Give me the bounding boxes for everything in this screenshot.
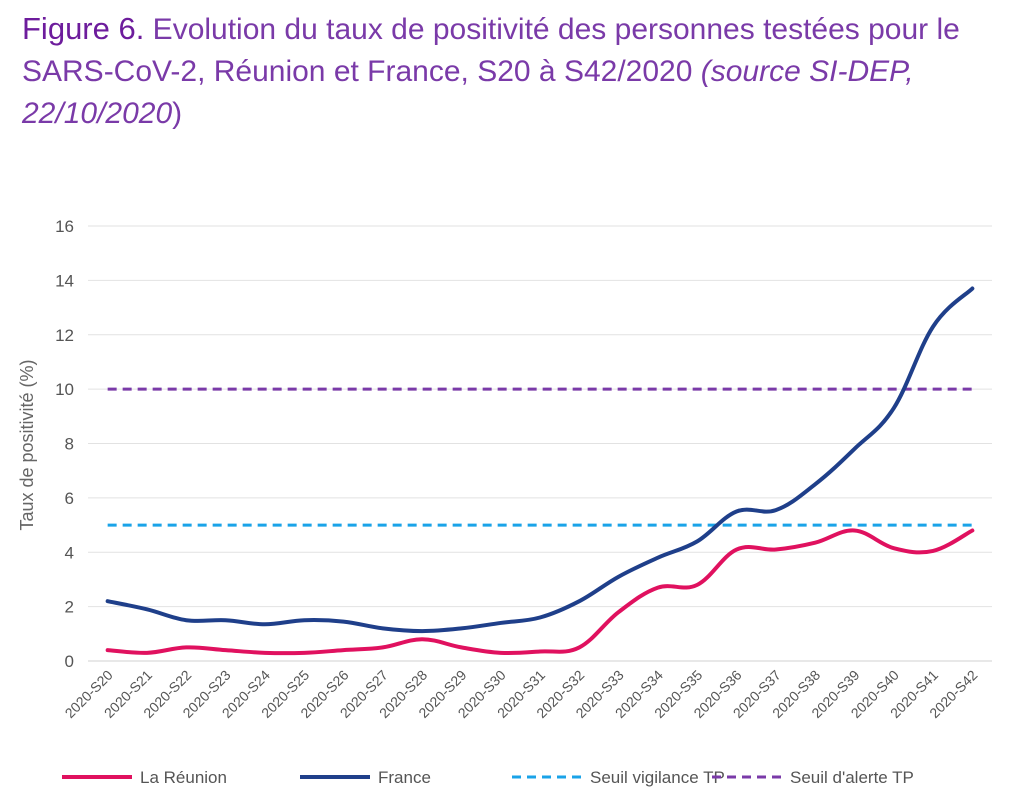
figure-caption: Figure 6. Evolution du taux de positivit… xyxy=(22,8,1002,135)
y-tick-label: 14 xyxy=(55,271,74,290)
y-axis-label: Taux de positivité (%) xyxy=(17,359,37,530)
y-tick-label: 8 xyxy=(65,435,74,454)
y-tick-label: 6 xyxy=(65,489,74,508)
caption-source: (source SI-DEP, 22/10/2020 xyxy=(22,55,914,130)
x-axis-ticks: 2020-S202020-S212020-S222020-S232020-S24… xyxy=(62,667,981,721)
legend-label: La Réunion xyxy=(140,768,227,787)
gridlines xyxy=(88,225,992,662)
caption-text: Evolution du taux de positivité des pers… xyxy=(22,13,960,88)
series-lines xyxy=(105,286,975,656)
y-tick-label: 4 xyxy=(65,543,74,562)
legend-label: Seuil vigilance TP xyxy=(590,768,725,787)
y-tick-label: 10 xyxy=(55,380,74,399)
figure-number: Figure 6. xyxy=(22,11,145,46)
legend-label: Seuil d'alerte TP xyxy=(790,768,914,787)
y-axis-ticks: 0 2 4 6 8 10 12 14 16 xyxy=(55,217,74,671)
y-tick-label: 2 xyxy=(65,598,74,617)
legend-label: France xyxy=(378,768,431,787)
y-tick-label: 16 xyxy=(55,217,74,236)
caption-close: ) xyxy=(172,97,183,130)
y-tick-label: 0 xyxy=(65,652,74,671)
series-line-la-reunion xyxy=(105,528,975,656)
legend: La Réunion France Seuil vigilance TP Seuil … xyxy=(62,768,914,787)
series-line-france xyxy=(105,286,975,634)
y-tick-label: 12 xyxy=(55,326,74,345)
